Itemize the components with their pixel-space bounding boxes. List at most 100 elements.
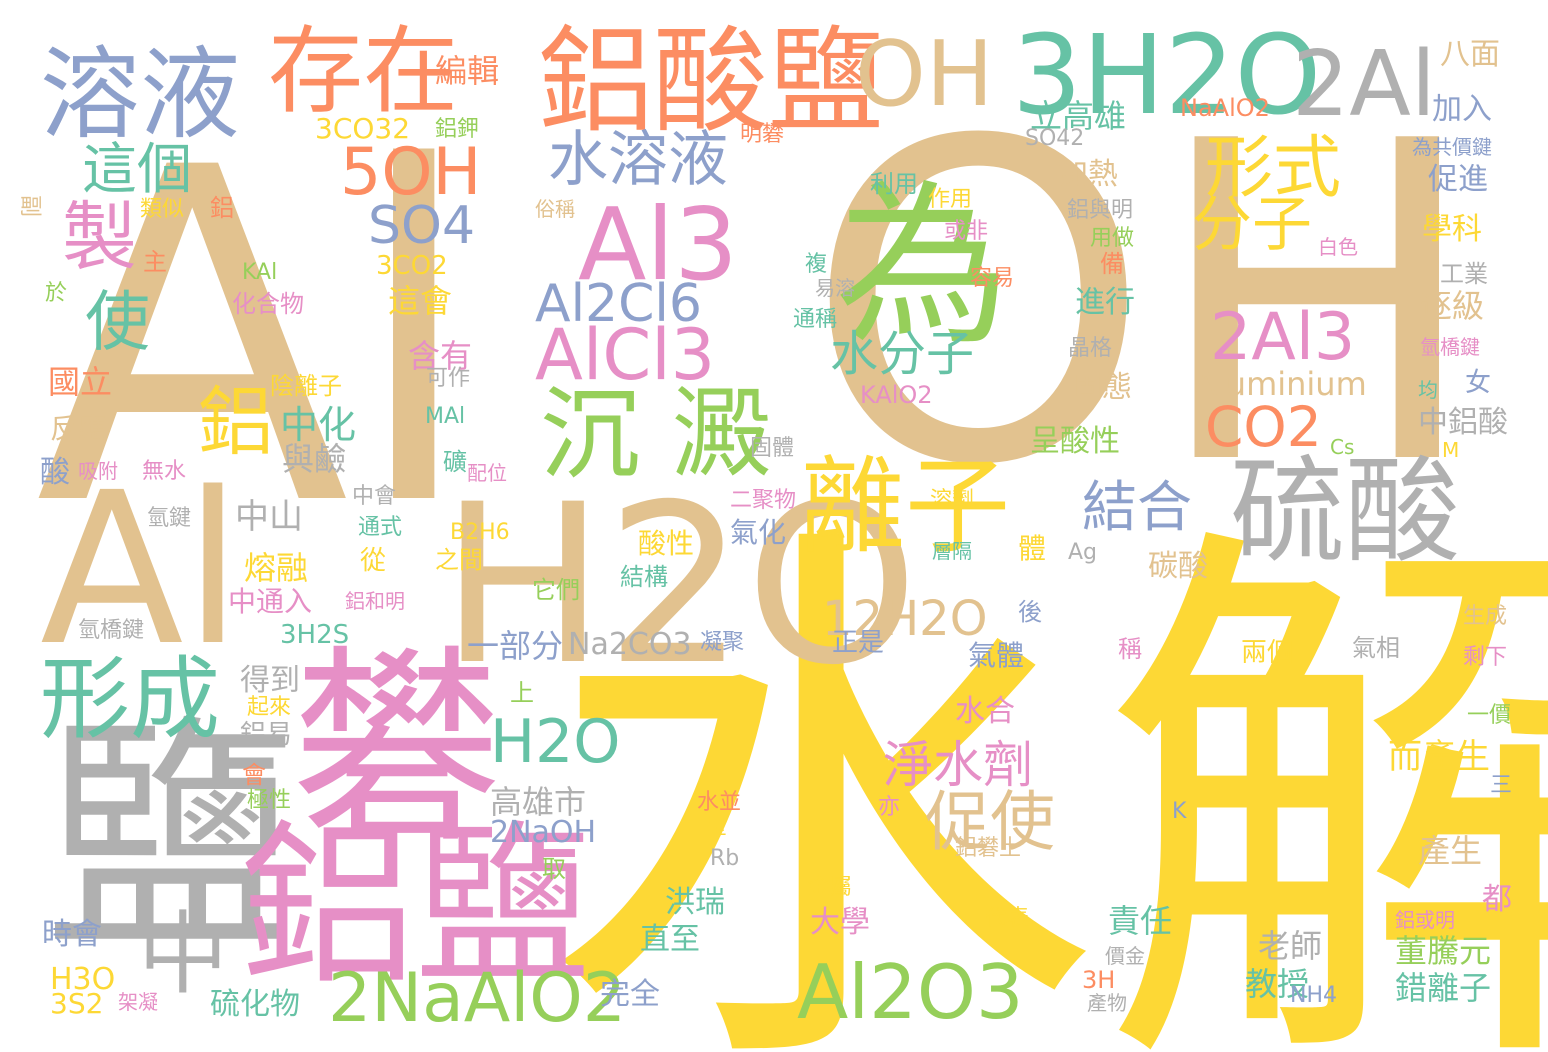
cloud-word-36-cjk: 鋁 xyxy=(198,378,274,466)
cloud-word-2-cjk: 水解 xyxy=(540,484,1548,1052)
cloud-word-177-cjk: 鋁 xyxy=(210,194,234,222)
cloud-word-34-cjk: 製 xyxy=(62,193,138,281)
cloud-word-170-m: M xyxy=(1442,438,1460,462)
cloud-word-94-cjk: 結構 xyxy=(620,563,668,591)
cloud-word-38-cjk: 淨水劑 xyxy=(883,736,1033,794)
cloud-word-72-cjk: 老師 xyxy=(1258,927,1323,965)
cloud-word-120-cjk: 氫鍵 xyxy=(147,506,192,531)
cloud-word-169-cs: Cs xyxy=(1330,435,1355,459)
cloud-word-103-cjk: 副 xyxy=(17,195,42,218)
cloud-word-20-cjk: 形成 xyxy=(40,647,220,752)
cloud-word-26-al2cl6: Al2Cl6 xyxy=(535,274,702,334)
cloud-word-114-cjk: 通式 xyxy=(358,515,403,540)
cloud-word-52-cjk: 這會 xyxy=(388,282,453,320)
cloud-word-77-cjk: 都 xyxy=(1482,882,1512,917)
cloud-word-57-cjk: 中通入 xyxy=(228,585,313,618)
cloud-word-168-cjk: 鋁或明 xyxy=(1395,908,1455,932)
cloud-word-91-cjk: 氣化 xyxy=(730,516,787,549)
cloud-word-46-2naoh: 2NaOH xyxy=(490,815,597,850)
cloud-word-96-cjk: 正是 xyxy=(832,628,885,658)
cloud-word-162-cjk: 氣相 xyxy=(1352,634,1400,662)
cloud-word-147-cjk: 或非 xyxy=(944,219,989,244)
cloud-word-176-cjk: 鋁鉀 xyxy=(435,117,480,142)
cloud-word-7-cjk: 鋁鹽 xyxy=(240,806,590,1009)
cloud-word-111-cjk: 礦 xyxy=(443,448,467,476)
cloud-word-116-cjk: 鋁和明 xyxy=(345,589,405,613)
cloud-word-17-cjk: 沉 澱 xyxy=(540,376,772,493)
cloud-word-25-cjk: 水溶液 xyxy=(548,125,728,195)
cloud-word-141-cjk: 晶格 xyxy=(1068,336,1113,361)
cloud-word-156-cjk: 層隔 xyxy=(932,539,972,563)
cloud-word-110-mal: MAl xyxy=(425,404,466,429)
cloud-word-85-cjk: 中鋁酸 xyxy=(1418,405,1508,440)
cloud-word-49-cjk: 編輯 xyxy=(435,52,500,90)
cloud-word-118-cjk: 它們 xyxy=(532,576,580,604)
cloud-word-35-cjk: 使 xyxy=(85,285,151,360)
cloud-word-151-cjk: 通稱 xyxy=(793,307,838,332)
cloud-word-131-cjk: 金屬 xyxy=(808,875,853,900)
cloud-word-14-cjk: 存在 xyxy=(268,17,459,127)
cloud-word-143-cjk: 明礬 xyxy=(740,122,785,147)
cloud-word-106-kal: KAl xyxy=(242,260,278,285)
cloud-word-29-cjk: 形式 xyxy=(1205,129,1342,208)
cloud-word-75-cjk: 產生 xyxy=(1418,832,1483,870)
cloud-word-55-cjk: 中山 xyxy=(235,497,303,537)
cloud-word-125-cjk: 極性 xyxy=(247,788,292,813)
cloud-word-153-cjk: 固體 xyxy=(750,436,795,461)
cloud-word-83-cjk: 逐級 xyxy=(1420,287,1485,325)
cloud-word-149-cjk: 易溶 xyxy=(815,276,855,300)
cloud-word-45-cjk: 高雄市 xyxy=(490,783,587,821)
cloud-word-63-3s2: 3S2 xyxy=(50,987,104,1020)
cloud-word-32-co2: CO2 xyxy=(1205,395,1322,459)
cloud-word-172-cjk: 氫橋鍵 xyxy=(1420,335,1480,359)
cloud-word-159-cjk: 凝聚 xyxy=(700,630,745,655)
cloud-word-112-cjk: 配位 xyxy=(467,461,507,485)
cloud-word-167-k: K xyxy=(1172,799,1187,824)
cloud-word-15-cjk: 硫酸 xyxy=(1230,445,1461,579)
cloud-word-60-cjk: 鋁易 xyxy=(240,720,293,750)
cloud-word-173-cjk: 工業 xyxy=(1440,260,1488,288)
cloud-word-165-cjk: 一價 xyxy=(1467,703,1512,728)
cloud-word-78-cjk: 八面 xyxy=(1440,37,1500,72)
cloud-word-97-cjk: 國立 xyxy=(48,363,113,401)
cloud-word-139-cjk: 用做 xyxy=(1090,226,1135,251)
cloud-word-56-cjk: 熔融 xyxy=(244,549,309,587)
cloud-word-92-cjk: 體 xyxy=(1018,532,1047,565)
cloud-word-135-3h: 3H xyxy=(1082,966,1116,994)
cloud-word-124-cjk: 會 xyxy=(242,761,266,789)
cloud-word-107-cjk: 化合物 xyxy=(232,290,304,318)
cloud-word-90-cjk: 碳酸 xyxy=(1148,549,1208,584)
cloud-word-71-cjk: 教授 xyxy=(1245,965,1310,1003)
cloud-word-50-3co32: 3CO32 xyxy=(315,112,411,145)
cloud-word-4-h2o: H2O xyxy=(440,457,919,713)
cloud-word-58-3h2s: 3H2S xyxy=(280,620,350,650)
cloud-word-93-cjk: 酸性 xyxy=(638,527,695,560)
cloud-word-48-na2co3: Na2CO3 xyxy=(568,627,692,662)
cloud-word-3-al: Al xyxy=(40,447,243,692)
cloud-word-76-cjk: 而產生 xyxy=(1388,737,1490,777)
cloud-word-129-cjk: 取 xyxy=(542,855,566,883)
cloud-word-74-cjk: 錯離子 xyxy=(1395,969,1492,1007)
cloud-word-163-cjk: 生成 xyxy=(1463,604,1508,629)
cloud-word-43-aluminium: Aluminium xyxy=(1195,365,1367,403)
cloud-word-39-cjk: 促使 xyxy=(925,785,1056,860)
cloud-word-134-cjk: 價金 xyxy=(1105,944,1145,968)
cloud-word-79-naalo2: NaAlO2 xyxy=(1180,94,1270,122)
cloud-word-65-cjk: 完全 xyxy=(600,977,660,1012)
cloud-word-123-cjk: 起來 xyxy=(247,695,292,720)
cloud-word-68-cjk: 大學 xyxy=(810,905,870,940)
cloud-word-113-cjk: 中會 xyxy=(352,484,397,509)
cloud-word-145-cjk: 作用 xyxy=(928,187,973,212)
cloud-word-73-cjk: 董騰元 xyxy=(1395,932,1492,970)
cloud-word-89-cjk: 呈酸性 xyxy=(1030,424,1120,459)
cloud-word-53-cjk: 含有 xyxy=(408,337,473,375)
cloud-word-171-cjk: 均 xyxy=(1418,378,1438,402)
cloud-word-80-cjk: 加入 xyxy=(1432,92,1492,127)
cloud-word-28-cjk: 水分子 xyxy=(830,326,975,382)
cloud-word-47-cjk: 一部分 xyxy=(467,627,564,665)
cloud-word-142-so42: SO42 xyxy=(1025,126,1085,151)
cloud-word-23-5oh: 5OH xyxy=(340,135,482,210)
cloud-word-64-cjk: 硫化物 xyxy=(210,987,300,1022)
cloud-word-102-cjk: 類似 xyxy=(140,197,185,222)
cloud-word-0-al: Al xyxy=(35,72,478,607)
